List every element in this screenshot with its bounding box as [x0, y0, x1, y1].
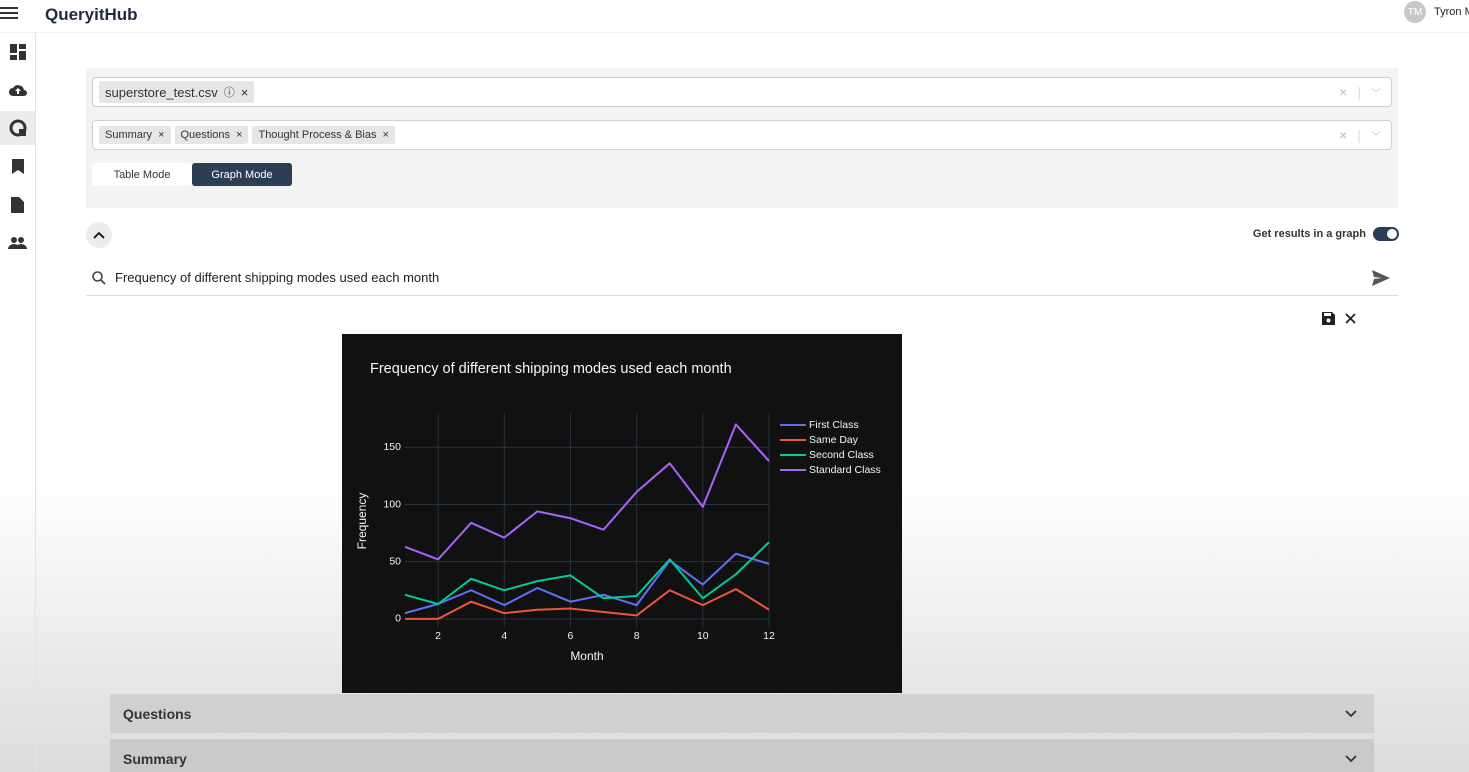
x-tick-label: 4: [501, 630, 507, 642]
series-line: [404, 423, 770, 561]
legend-label: Standard Class: [809, 464, 881, 476]
graph-mode-button[interactable]: Graph Mode: [192, 163, 292, 186]
search-bar[interactable]: Frequency of different shipping modes us…: [86, 262, 1398, 296]
remove-icon[interactable]: ×: [236, 129, 243, 141]
section-chip: Questions ×: [174, 126, 249, 144]
close-icon[interactable]: [1345, 313, 1356, 324]
y-tick-label: 150: [383, 441, 401, 453]
info-icon[interactable]: ⓘ: [223, 87, 235, 99]
legend-label: Second Class: [809, 449, 874, 461]
dropdown-icon[interactable]: ﹀: [1371, 88, 1381, 100]
x-axis-label: Month: [570, 649, 603, 663]
x-tick-label: 10: [697, 630, 709, 642]
chip-label: Summary: [105, 129, 153, 141]
legend-label: Same Day: [809, 434, 859, 446]
dashboard-icon[interactable]: [0, 35, 35, 69]
y-tick-label: 0: [395, 613, 401, 625]
remove-icon[interactable]: ×: [240, 84, 249, 100]
collapse-button[interactable]: [86, 222, 112, 248]
clear-icon[interactable]: ×: [1339, 84, 1348, 100]
query-icon[interactable]: [0, 111, 35, 145]
x-tick-label: 2: [435, 630, 441, 642]
bookmark-icon[interactable]: [0, 149, 35, 183]
avatar[interactable]: TM: [1404, 1, 1426, 23]
y-axis-label: Frequency: [355, 493, 369, 550]
filter-panel: superstore_test.csv ⓘ × × | ﹀ Summary × Questi…: [86, 68, 1398, 208]
series-line: [404, 541, 770, 605]
x-tick-label: 6: [568, 630, 574, 642]
accordion-title: Questions: [123, 705, 192, 722]
section-chip: Summary ×: [99, 126, 171, 144]
dropdown-icon[interactable]: ﹀: [1371, 131, 1381, 143]
table-mode-button[interactable]: Table Mode: [92, 163, 192, 186]
chart-title: Frequency of different shipping modes us…: [370, 361, 732, 377]
users-icon[interactable]: [0, 226, 35, 260]
series-line: [405, 588, 770, 620]
chip-label: Thought Process & Bias: [258, 129, 377, 141]
toggle-label: Get results in a graph: [1252, 228, 1366, 240]
accordion[interactable]: Questions: [110, 694, 1374, 733]
chip-label: Questions: [180, 129, 231, 141]
chart-background: [342, 334, 902, 693]
save-icon[interactable]: [1322, 312, 1335, 325]
search-icon: [92, 271, 106, 285]
query-text[interactable]: Frequency of different shipping modes us…: [115, 270, 440, 285]
legend-label: First Class: [809, 419, 859, 431]
y-tick-label: 50: [389, 555, 401, 567]
series-line: [404, 552, 770, 615]
x-tick-label: 12: [763, 630, 775, 642]
remove-icon[interactable]: ×: [158, 129, 165, 141]
accordion-title: Summary: [123, 750, 187, 767]
document-icon[interactable]: [0, 188, 35, 222]
graph-toggle[interactable]: [1373, 227, 1399, 241]
brand[interactable]: QueryitHub: [45, 5, 138, 24]
file-select[interactable]: superstore_test.csv ⓘ × × | ﹀: [92, 77, 1392, 107]
section-chip: Thought Process & Bias ×: [252, 126, 395, 144]
sidebar: [0, 33, 36, 772]
file-name: superstore_test.csv: [105, 84, 218, 100]
accordion[interactable]: Summary: [110, 739, 1374, 772]
file-chip: superstore_test.csv ⓘ ×: [99, 81, 255, 103]
menu-icon[interactable]: [0, 5, 20, 21]
top-bar: QueryitHub TM Tyron M: [0, 0, 1469, 33]
x-tick-label: 8: [634, 630, 640, 642]
chart: Frequency of different shipping modes us…: [342, 334, 902, 693]
user-name[interactable]: Tyron M: [1434, 6, 1469, 18]
y-tick-label: 100: [383, 498, 401, 510]
remove-icon[interactable]: ×: [382, 129, 389, 141]
upload-icon[interactable]: [0, 73, 35, 107]
clear-icon[interactable]: ×: [1339, 127, 1348, 143]
send-icon[interactable]: [1372, 270, 1390, 286]
section-select[interactable]: Summary × Questions × Thought Process & Bias…: [92, 120, 1392, 150]
